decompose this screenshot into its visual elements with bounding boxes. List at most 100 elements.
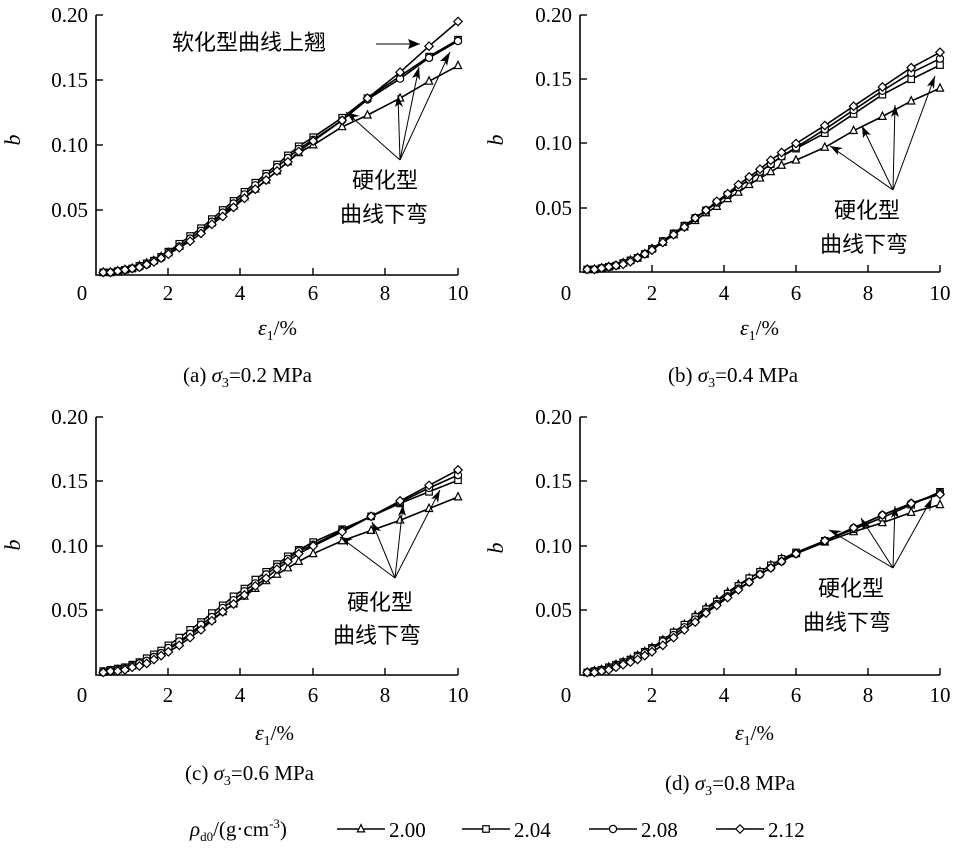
data-point-2-12 — [722, 188, 733, 199]
data-point-2-00 — [733, 186, 743, 196]
data-point-2-12 — [239, 589, 250, 601]
data-point-2-12 — [185, 632, 196, 643]
y-tick-label: 0.20 — [535, 405, 572, 429]
annotation-arrowheads — [346, 52, 450, 122]
data-point-2-12 — [119, 664, 131, 675]
annotation-hardening-line2: 曲线下弯 — [803, 611, 891, 636]
data-point-2-12 — [228, 202, 239, 213]
data-point-2-12 — [668, 229, 679, 240]
series-line-2-08 — [587, 492, 941, 674]
y-tick-label: 0.05 — [535, 598, 572, 622]
data-point-2-12 — [217, 606, 228, 617]
data-point-2-12 — [632, 654, 643, 665]
data-point-2-00 — [906, 506, 916, 516]
series-line-2-00 — [587, 503, 941, 674]
y-tick-label: 0.10 — [535, 534, 572, 558]
annotation-hardening: 硬化型 曲线下弯 — [340, 51, 451, 228]
annotation-hardening-line1: 硬化型 — [818, 577, 884, 602]
panel-caption: (c) σ3=0.6 MPa — [185, 761, 315, 789]
data-point-2-12 — [733, 179, 744, 190]
data-point-2-12 — [156, 650, 167, 661]
x-tick-label: 0 — [561, 281, 572, 305]
data-point-2-00 — [935, 82, 945, 92]
data-point-2-12 — [819, 535, 830, 546]
data-point-2-00 — [424, 75, 434, 85]
data-point-2-12 — [174, 242, 185, 253]
data-point-2-12 — [271, 564, 283, 575]
data-point-2-12 — [156, 253, 167, 264]
data-point-2-00 — [906, 95, 916, 105]
data-point-2-12 — [603, 664, 614, 675]
data-point-2-12 — [700, 608, 712, 619]
data-point-2-12 — [848, 522, 859, 533]
data-point-2-12 — [452, 16, 464, 27]
x-tick-label: 4 — [719, 281, 730, 305]
y-tick-label: 0.20 — [51, 405, 88, 429]
annotation-arrowheads — [830, 76, 935, 155]
data-point-2-00 — [453, 491, 463, 501]
data-point-2-08 — [453, 36, 463, 46]
data-point-2-12 — [308, 540, 319, 552]
data-point-2-12 — [776, 147, 787, 158]
data-point-2-00 — [766, 166, 776, 176]
data-point-2-12 — [228, 599, 239, 610]
legend-label-2-12: 2.12 — [768, 818, 805, 842]
annotation-hardening-line1: 硬化型 — [834, 199, 900, 224]
legend-marker-2-08 — [608, 824, 618, 834]
data-point-2-12 — [700, 205, 712, 216]
tick-marks — [96, 416, 459, 675]
panel-caption: (b) σ3=0.4 MPa — [668, 363, 799, 391]
data-point-2-00 — [877, 517, 887, 527]
data-point-2-00 — [337, 121, 347, 131]
data-point-2-12 — [776, 556, 787, 567]
annotation-hardening-line1: 硬化型 — [347, 591, 413, 616]
annotation-hardening-line2: 曲线下弯 — [340, 203, 428, 228]
annotation-hardening-line1: 硬化型 — [352, 169, 418, 194]
data-point-2-12 — [141, 658, 152, 669]
y-tick-label: 0.10 — [51, 133, 88, 157]
data-point-2-12 — [239, 193, 250, 204]
data-point-2-12 — [625, 256, 636, 267]
data-point-2-00 — [777, 159, 787, 169]
data-point-2-12 — [744, 171, 755, 182]
data-point-2-12 — [906, 62, 917, 73]
plot-area — [98, 464, 464, 678]
annotation-arrowhead — [408, 39, 420, 49]
data-point-2-12 — [366, 511, 377, 522]
y-tick-label: 0.15 — [535, 469, 572, 493]
annotation-arrows — [828, 497, 933, 569]
annotation-hardening-line2: 曲线下弯 — [333, 624, 421, 649]
data-point-2-12 — [293, 548, 304, 559]
panel-caption: (d) σ3=0.8 MPa — [665, 771, 796, 799]
data-point-2-12 — [934, 47, 946, 58]
y-tick-label: 0.05 — [535, 196, 572, 220]
annotation-arrowheads — [829, 498, 932, 538]
data-point-2-00 — [877, 110, 887, 120]
y-tick-label: 0.15 — [535, 67, 572, 91]
panel-d: 0.20 0.15 0.10 0.05 0 2 4 6 8 10 b ε1/% … — [483, 405, 951, 799]
data-point-2-12 — [765, 155, 776, 166]
x-tick-label: 6 — [791, 281, 802, 305]
data-point-2-12 — [395, 67, 406, 78]
data-point-2-12 — [98, 267, 109, 278]
x-tick-label: 2 — [163, 683, 174, 707]
data-point-2-12 — [141, 259, 152, 270]
series-line-2-12 — [103, 20, 459, 274]
x-tick-label: 0 — [77, 281, 88, 305]
y-tick-label: 0.20 — [535, 3, 572, 27]
x-tick-label: 2 — [163, 281, 174, 305]
data-point-2-12 — [819, 120, 830, 131]
y-tick-label: 0.20 — [51, 3, 88, 27]
data-point-2-00 — [744, 178, 754, 189]
data-point-2-00 — [308, 547, 318, 558]
legend-label-2-00: 2.00 — [389, 818, 426, 842]
tick-marks — [96, 14, 459, 275]
data-point-2-12 — [206, 219, 217, 230]
data-point-2-12 — [618, 259, 629, 270]
x-tick-label: 10 — [930, 683, 951, 707]
data-point-2-12 — [934, 489, 946, 500]
annotation-arrows — [345, 51, 451, 161]
data-point-2-12 — [582, 667, 593, 678]
data-point-2-12 — [625, 657, 636, 668]
